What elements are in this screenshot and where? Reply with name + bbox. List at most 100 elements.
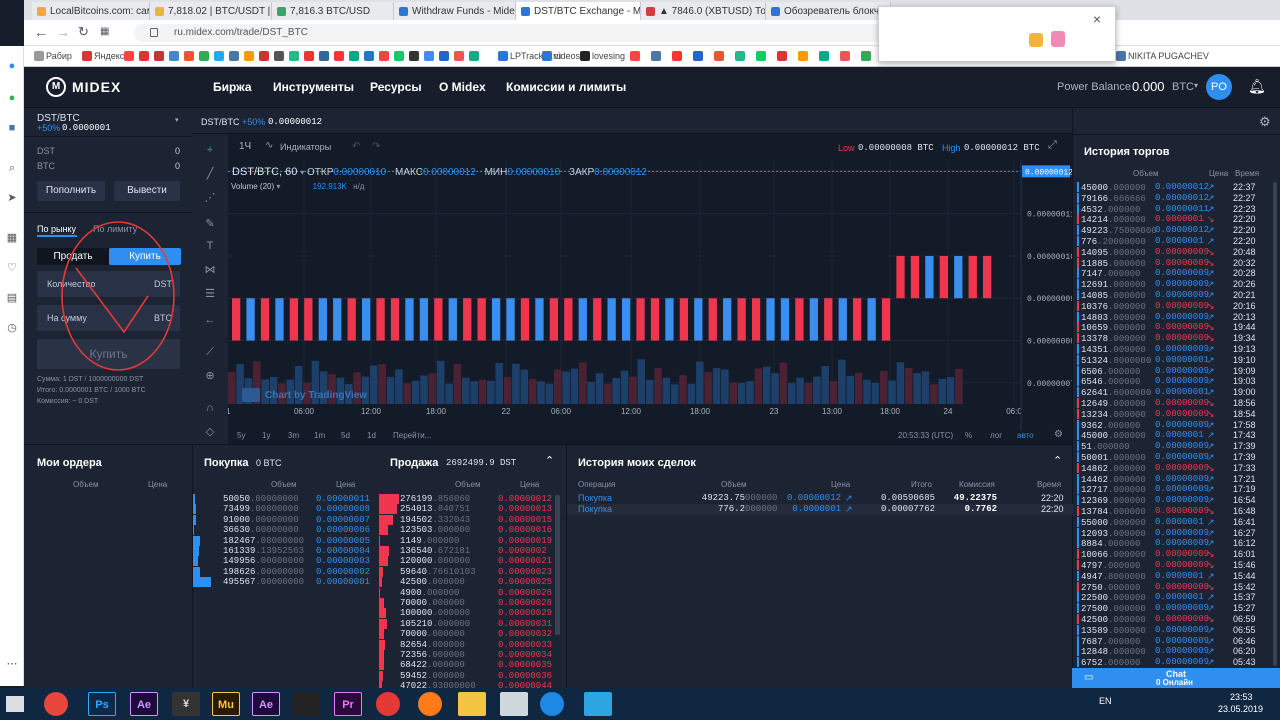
candle[interactable]: [549, 298, 559, 341]
candle[interactable]: [896, 255, 905, 299]
candle[interactable]: [347, 298, 356, 341]
bookmark-icon[interactable]: [199, 51, 209, 61]
candle[interactable]: [766, 298, 775, 341]
bookmark-icon[interactable]: [693, 51, 703, 61]
redo-icon[interactable]: ↷: [372, 141, 381, 152]
logo-text[interactable]: MIDEX: [72, 79, 122, 95]
candle[interactable]: [621, 298, 631, 341]
lock-tool-icon[interactable]: ◇: [205, 426, 215, 438]
language-indicator[interactable]: EN: [1099, 696, 1112, 706]
sum-input[interactable]: На сумму BTC: [37, 305, 180, 331]
indicators-button[interactable]: Индикаторы: [280, 142, 332, 152]
candle[interactable]: [910, 255, 920, 299]
candle[interactable]: [867, 298, 876, 341]
bookmark-icon[interactable]: [244, 51, 254, 61]
buy-submit-button[interactable]: Купить: [37, 339, 180, 369]
bookmark-icon[interactable]: [214, 51, 224, 61]
app-taskbar-icon[interactable]: ¥: [172, 692, 200, 716]
candle[interactable]: [491, 298, 501, 341]
ask-row[interactable]: 42500.000000 0.00000025: [379, 577, 559, 588]
bookmark-icon[interactable]: [819, 51, 829, 61]
bid-row[interactable]: 495567.00000000 0.00000001: [193, 577, 379, 588]
ask-row[interactable]: 4900.000000 0.00000026: [379, 587, 559, 598]
sell-toggle[interactable]: Продать: [37, 248, 109, 265]
log-toggle[interactable]: лог: [990, 431, 1003, 440]
bid-row[interactable]: 73499.00000000 0.00000008: [193, 504, 379, 515]
firefox-taskbar-icon[interactable]: [418, 692, 442, 716]
collapse-icon[interactable]: ⌃: [545, 455, 555, 467]
candle[interactable]: [723, 298, 732, 341]
nav-exchange[interactable]: Биржа: [213, 80, 252, 94]
range-3m[interactable]: 3m: [288, 431, 300, 440]
bell-icon[interactable]: 🔔︎: [1248, 78, 1266, 94]
legend-symbol[interactable]: DST/BTC, 60: [232, 166, 298, 178]
fullscreen-icon[interactable]: ⤢: [1048, 139, 1057, 151]
candle[interactable]: [694, 298, 703, 341]
ask-row[interactable]: 276199.856060 0.00000012: [379, 494, 559, 504]
clock-time[interactable]: 23:53: [1230, 692, 1253, 702]
candle[interactable]: [795, 298, 804, 341]
bid-row[interactable]: 149956.00000000 0.00000003: [193, 556, 379, 567]
browser-tab[interactable]: 7,816.3 BTC/USD: [272, 2, 394, 20]
bookmark-icon[interactable]: [304, 51, 314, 61]
scrollbar[interactable]: [555, 495, 560, 635]
candle[interactable]: [665, 298, 674, 341]
candle[interactable]: [275, 298, 284, 341]
range-5y[interactable]: 5y: [237, 431, 246, 440]
bookmark-item[interactable]: LPTracker.ru: [510, 51, 562, 61]
percent-toggle[interactable]: %: [965, 431, 973, 440]
chart-settings-icon[interactable]: ⚙: [1054, 429, 1063, 440]
chat-button[interactable]: ▭ Chat 0 Онлайн: [1072, 668, 1280, 688]
pitchfork-icon[interactable]: ⋰: [204, 192, 216, 204]
bookmark-icon[interactable]: [379, 51, 389, 61]
ask-row[interactable]: 100000.000000 0.00000029: [379, 608, 559, 619]
bookmark-item[interactable]: videosel: [554, 51, 588, 61]
arrow-left-icon[interactable]: ←: [204, 314, 216, 326]
bookmark-icon[interactable]: [409, 51, 419, 61]
candle[interactable]: [246, 298, 255, 341]
candle[interactable]: [853, 298, 862, 341]
line-tool-icon[interactable]: ╱: [206, 168, 214, 180]
bookmark-icon[interactable]: [334, 51, 344, 61]
chevron-down-icon[interactable]: ▾: [1194, 81, 1199, 90]
bookmark-icon[interactable]: [139, 51, 149, 61]
back-icon[interactable]: ←: [34, 24, 48, 40]
bookmark-icon[interactable]: [289, 51, 299, 61]
bookmark-icon[interactable]: [756, 51, 766, 61]
candle[interactable]: [448, 298, 457, 341]
ask-row[interactable]: 82654.000000 0.00000033: [379, 639, 559, 650]
ask-row[interactable]: 47022.93000000 0.00000044: [379, 681, 559, 689]
candle[interactable]: [983, 255, 992, 299]
candle[interactable]: [607, 298, 616, 341]
avatar[interactable]: PO: [1206, 74, 1232, 100]
bookmark-icon[interactable]: [154, 51, 164, 61]
candle[interactable]: [520, 298, 530, 341]
app-taskbar-icon[interactable]: [540, 692, 564, 716]
tradingview-watermark[interactable]: Chart by TradingView: [265, 390, 368, 401]
bookmark-icon[interactable]: [124, 51, 134, 61]
candle[interactable]: [939, 255, 948, 299]
bookmark-icon[interactable]: [319, 51, 329, 61]
media-taskbar-icon[interactable]: [292, 692, 320, 716]
bookmark-item[interactable]: lovesing: [592, 51, 626, 61]
undo-icon[interactable]: ↶: [352, 141, 361, 152]
bid-row[interactable]: 91000.00000000 0.00000007: [193, 514, 379, 525]
bookmark-icon[interactable]: [259, 51, 269, 61]
bookmark-icon[interactable]: [439, 51, 449, 61]
clock-date[interactable]: 23.05.2019: [1218, 704, 1264, 714]
browser-tab[interactable]: Withdraw Funds - Midex: [394, 2, 516, 20]
candle[interactable]: [289, 298, 299, 341]
whatsapp-icon[interactable]: ●: [8, 92, 16, 104]
nav-about[interactable]: О Midex: [439, 80, 486, 94]
browser-tab[interactable]: DST/BTC Exchange - Mid: [516, 2, 641, 20]
withdraw-button[interactable]: Вывести: [114, 181, 180, 201]
chrome-taskbar-icon[interactable]: [44, 692, 68, 716]
price-chart[interactable]: 0.00000011 0.00000010 0.00000009 0.00000008…: [228, 161, 1072, 431]
bookmark-icon[interactable]: [229, 51, 239, 61]
candle[interactable]: [751, 298, 761, 341]
quantity-input[interactable]: Количество DST: [37, 271, 180, 297]
candle[interactable]: [968, 255, 977, 299]
ask-row[interactable]: 194502.332043 0.00000015: [379, 514, 559, 525]
brush-icon[interactable]: ✎: [205, 218, 215, 230]
ask-row[interactable]: 136540.672181 0.0000002: [379, 546, 559, 556]
